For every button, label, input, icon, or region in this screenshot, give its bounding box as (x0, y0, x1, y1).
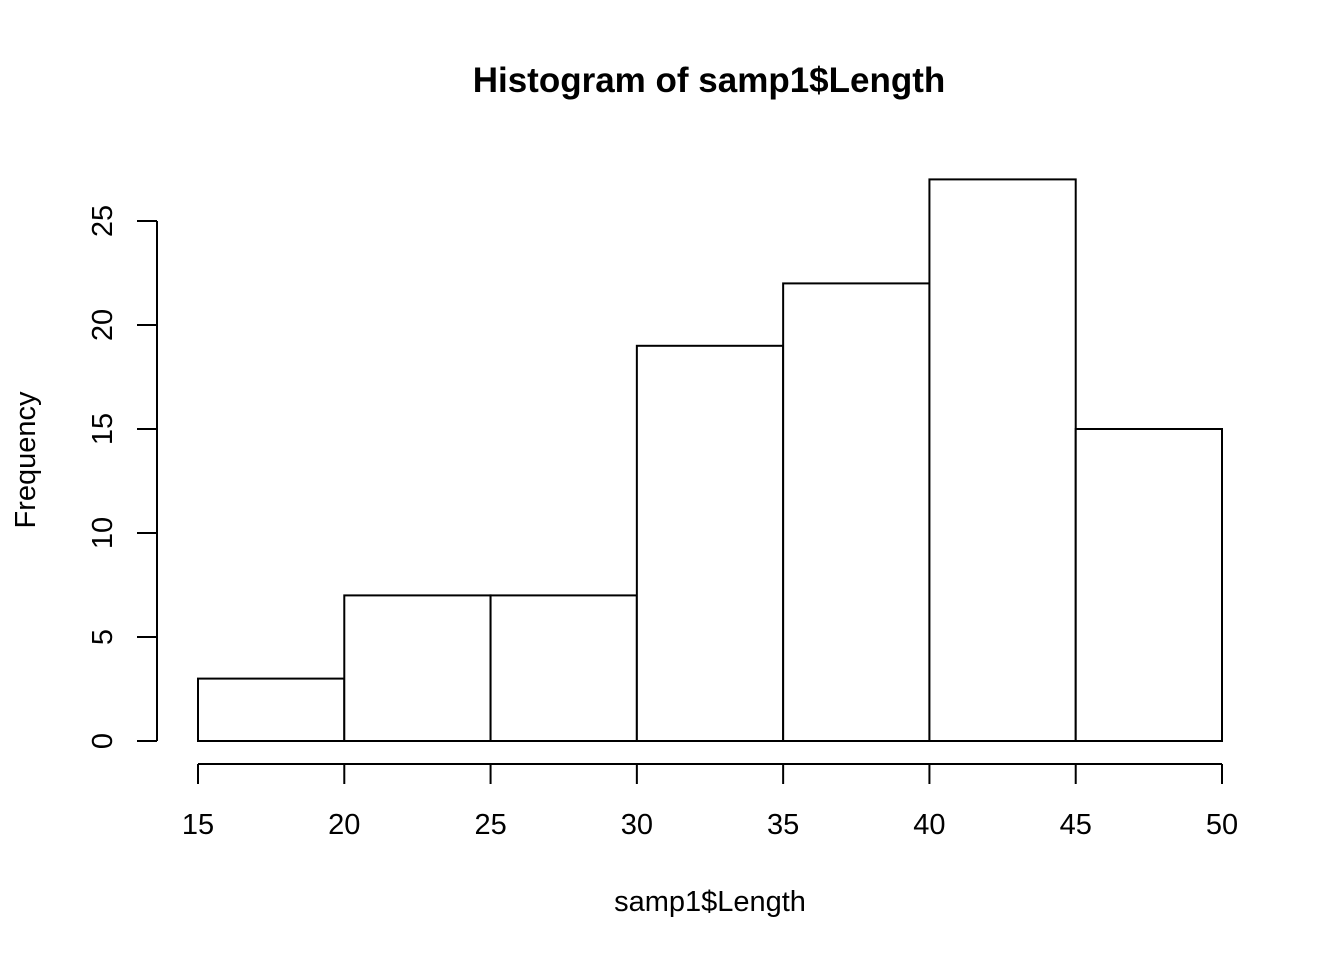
histogram-bar (782, 282, 931, 742)
x-axis-label: samp1$Length (614, 886, 806, 918)
x-tick-label: 30 (621, 809, 653, 841)
y-tick-label: 10 (87, 517, 119, 549)
bars-group (197, 178, 1223, 743)
x-tick-label: 20 (328, 809, 360, 841)
y-tick-label: 5 (87, 629, 119, 645)
histogram-bar (489, 594, 638, 743)
y-axis: 0 5 10 15 20 25 (87, 205, 158, 749)
histogram-bar (343, 594, 492, 743)
histogram-bar (197, 677, 346, 742)
histogram-bar (635, 344, 785, 742)
histogram-bar (1074, 428, 1223, 742)
x-tick-label: 50 (1206, 809, 1238, 841)
chart-title: Histogram of samp1$Length (473, 61, 946, 100)
y-tick-label: 0 (87, 733, 119, 749)
x-tick-label: 40 (913, 809, 945, 841)
x-tick-label: 25 (474, 809, 506, 841)
y-tick-label: 20 (87, 309, 119, 341)
x-axis: 15 20 25 30 35 40 45 50 (182, 763, 1238, 841)
y-tick-label: 15 (87, 413, 119, 445)
y-axis-label: Frequency (10, 391, 42, 529)
histogram-bar (928, 178, 1077, 742)
y-tick-label: 25 (87, 205, 119, 237)
x-tick-label: 15 (182, 809, 214, 841)
x-tick-label: 35 (767, 809, 799, 841)
x-tick-label: 45 (1060, 809, 1092, 841)
